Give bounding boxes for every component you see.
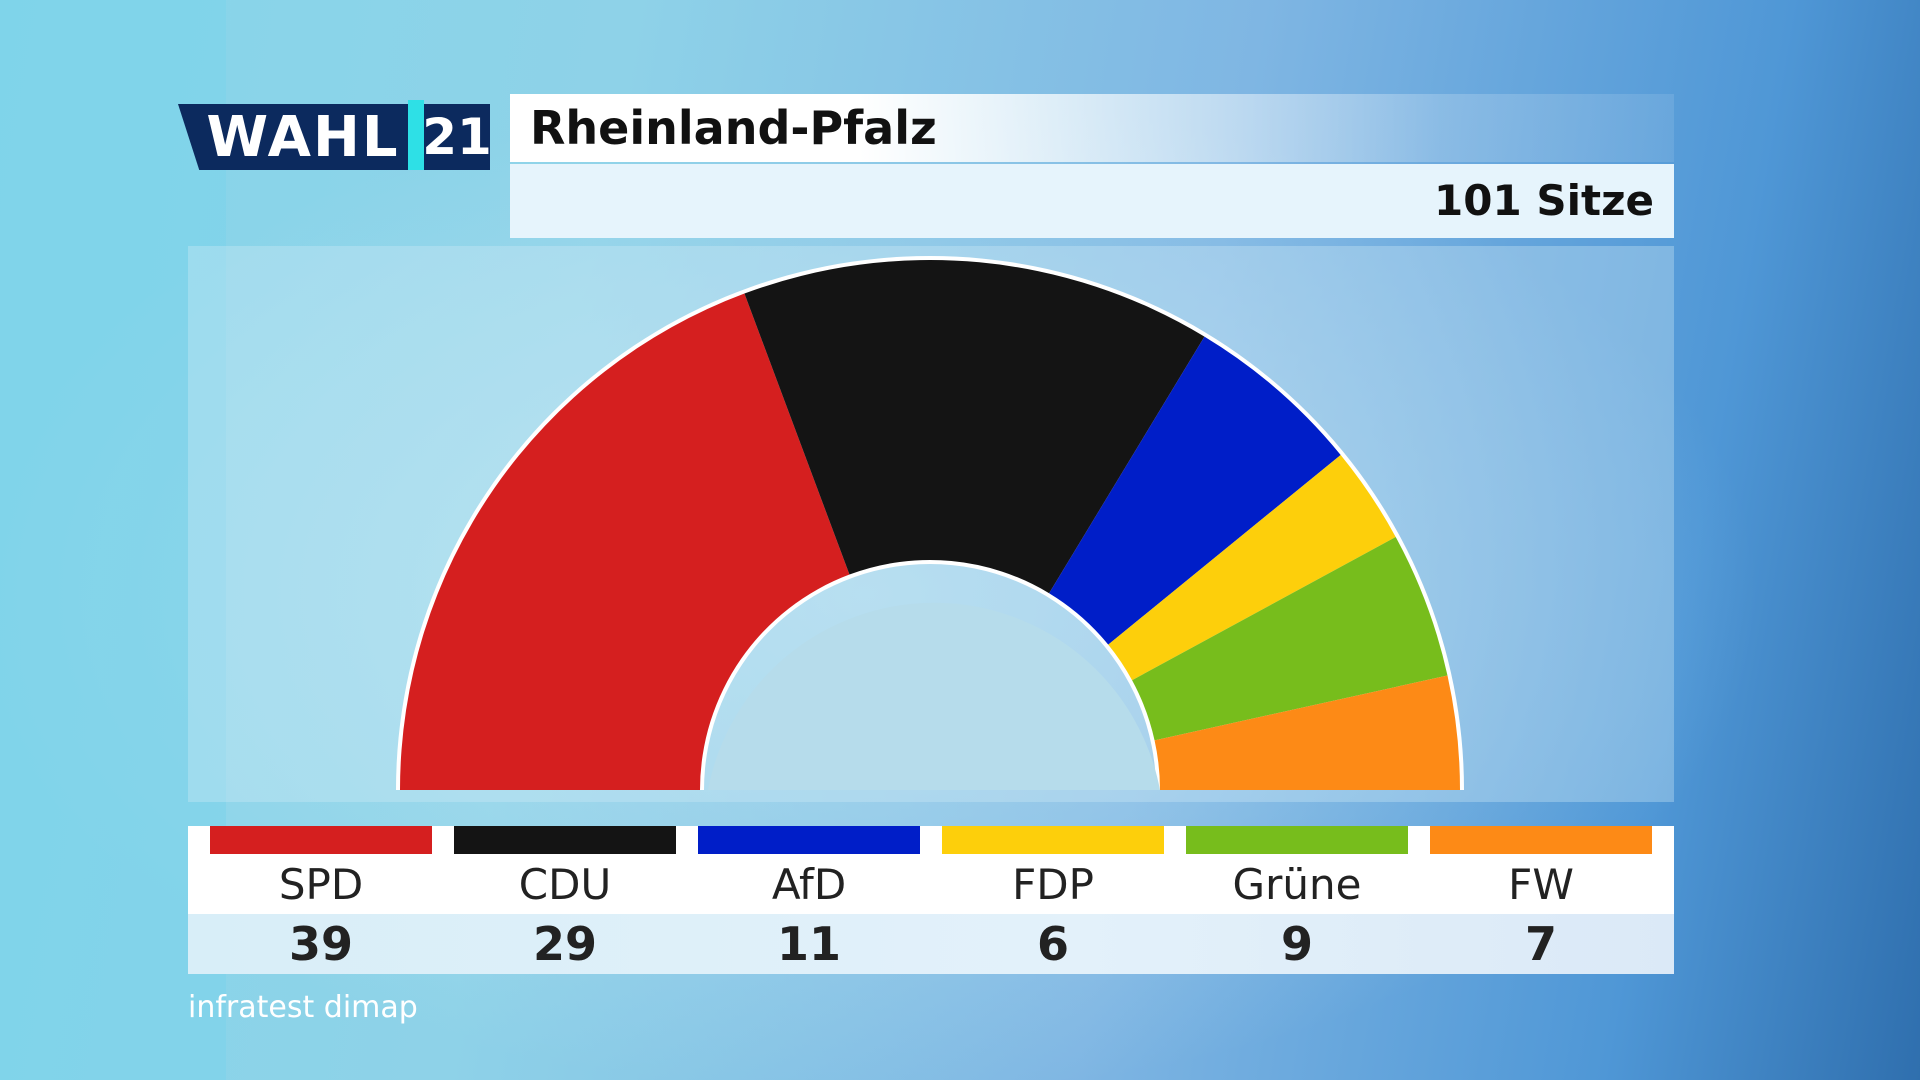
seats-total: 101 Sitze xyxy=(1434,176,1654,225)
legend-seat-count: 9 xyxy=(1280,917,1313,971)
legend-swatch xyxy=(454,826,676,854)
legend-item-cdu: CDU 29 xyxy=(454,826,676,974)
legend-party-name: FW xyxy=(1508,860,1574,909)
logo-year: 21 xyxy=(422,104,492,170)
legend-item-grüne: Grüne 9 xyxy=(1186,826,1408,974)
legend-seat-count: 11 xyxy=(776,917,841,971)
chart-title: Rheinland-Pfalz xyxy=(530,101,937,155)
legend-party-name: Grüne xyxy=(1232,860,1362,909)
legend-item-spd: SPD 39 xyxy=(210,826,432,974)
logo-stripe xyxy=(408,100,424,170)
legend-swatch xyxy=(210,826,432,854)
legend-item-afd: AfD 11 xyxy=(698,826,920,974)
legend-party-name: SPD xyxy=(278,860,364,909)
logo-word: WAHL xyxy=(178,104,414,170)
wahl-logo: WAHL 21 xyxy=(178,100,508,172)
seat-segment-spd xyxy=(400,293,850,790)
legend-seat-count: 6 xyxy=(1036,917,1069,971)
hemicycle-center xyxy=(708,602,1160,790)
legend-item-fdp: FDP 6 xyxy=(942,826,1164,974)
legend-seat-count: 39 xyxy=(288,917,353,971)
seat-segment-fw xyxy=(1154,675,1460,790)
legend-seat-count: 29 xyxy=(532,917,597,971)
legend-swatch xyxy=(942,826,1164,854)
legend-party-name: AfD xyxy=(771,860,847,909)
seats-bar xyxy=(510,164,1674,238)
seat-segment-grüne xyxy=(1132,536,1448,741)
seat-segment-fdp xyxy=(1108,454,1396,681)
seat-segment-cdu xyxy=(744,259,1205,594)
legend-values-row xyxy=(188,914,1674,974)
legend-swatch xyxy=(698,826,920,854)
legend-swatch xyxy=(1186,826,1408,854)
legend-party-name: FDP xyxy=(1012,860,1094,909)
seat-segment-afd xyxy=(1049,336,1341,645)
legend-party-name: CDU xyxy=(518,860,612,909)
legend-item-fw: FW 7 xyxy=(1430,826,1652,974)
legend-seat-count: 7 xyxy=(1524,917,1557,971)
title-bar xyxy=(510,94,1674,162)
source-label: infratest dimap xyxy=(188,990,418,1025)
legend-swatch xyxy=(1430,826,1652,854)
